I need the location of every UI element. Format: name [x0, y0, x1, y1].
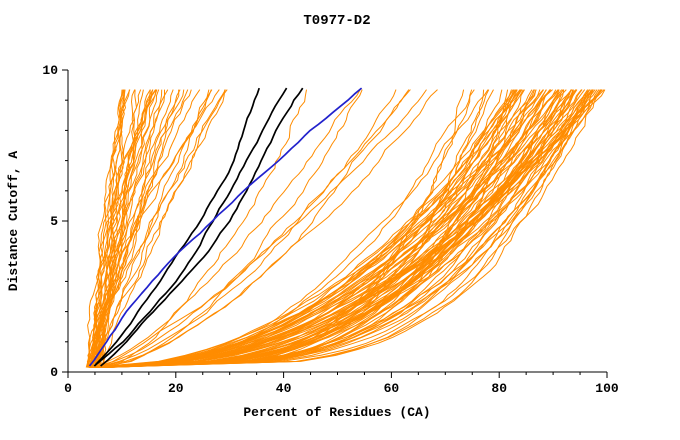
orange-curve [101, 89, 411, 368]
orange-curve [87, 89, 157, 368]
orange-curve [86, 89, 212, 368]
orange-curve [95, 89, 521, 368]
y-tick-label: 10 [42, 63, 58, 78]
orange-curve [92, 89, 601, 368]
orange-curve [97, 89, 590, 368]
orange-curve [92, 89, 142, 368]
y-axis-label: Distance Cutoff, A [6, 151, 21, 292]
orange-curve [89, 89, 130, 368]
chart-title: T0977-D2 [303, 13, 370, 29]
x-axis-label: Percent of Residues (CA) [243, 405, 430, 420]
orange-curve [92, 89, 174, 368]
orange-curve [96, 89, 137, 368]
orange-curve [94, 89, 537, 368]
orange-curve [101, 89, 573, 368]
orange-curve [91, 89, 593, 368]
x-tick-label: 100 [595, 381, 619, 396]
orange-curve [87, 89, 126, 368]
x-tick-label: 40 [276, 381, 292, 396]
orange-curve [90, 89, 136, 368]
orange-curve [94, 89, 516, 368]
orange-curve [95, 89, 361, 368]
orange-curve [88, 89, 602, 368]
orange-curve [102, 89, 574, 368]
orange-curve [91, 89, 553, 368]
orange-curve [96, 89, 397, 368]
orange-curve [90, 89, 547, 368]
orange-curve [91, 89, 410, 368]
orange-curve [85, 89, 213, 368]
orange-curve [106, 89, 515, 368]
orange-curve [99, 89, 363, 368]
y-tick-label: 0 [50, 365, 58, 380]
orange-curve [96, 89, 594, 368]
orange-curve [104, 89, 518, 368]
orange-curve [92, 89, 563, 368]
y-tick-label: 5 [50, 214, 58, 229]
orange-curve [105, 89, 586, 368]
orange-curve [101, 89, 160, 368]
orange-curve [102, 89, 590, 368]
orange-curve [91, 89, 596, 368]
orange-curve [94, 89, 582, 368]
x-tick-label: 80 [491, 381, 507, 396]
model-black-2 [93, 87, 288, 367]
orange-curve [92, 89, 592, 368]
model-blue [88, 87, 363, 367]
orange-curve [99, 89, 541, 368]
orange-curve [103, 89, 572, 368]
model-black-3 [100, 87, 304, 367]
x-tick-label: 0 [64, 381, 72, 396]
x-tick-label: 20 [168, 381, 184, 396]
orange-curve [89, 89, 226, 368]
orange-curves [85, 89, 606, 368]
tick-marks: 0 20 40 60 80 100 0 5 10 [42, 63, 619, 396]
model-curves [88, 87, 363, 367]
x-tick-label: 60 [384, 381, 400, 396]
orange-curve [98, 89, 210, 368]
orange-curve [98, 89, 600, 368]
orange-curve [99, 89, 545, 368]
orange-curve [97, 89, 465, 368]
orange-curve [98, 89, 427, 368]
orange-curve [97, 89, 567, 368]
orange-curve [103, 89, 559, 368]
orange-curve [90, 89, 603, 368]
orange-curve [89, 89, 560, 368]
orange-curve [99, 89, 226, 368]
orange-curve [104, 89, 551, 368]
model-black-1 [93, 87, 261, 367]
orange-curve [98, 89, 165, 368]
orange-curve [103, 89, 509, 368]
